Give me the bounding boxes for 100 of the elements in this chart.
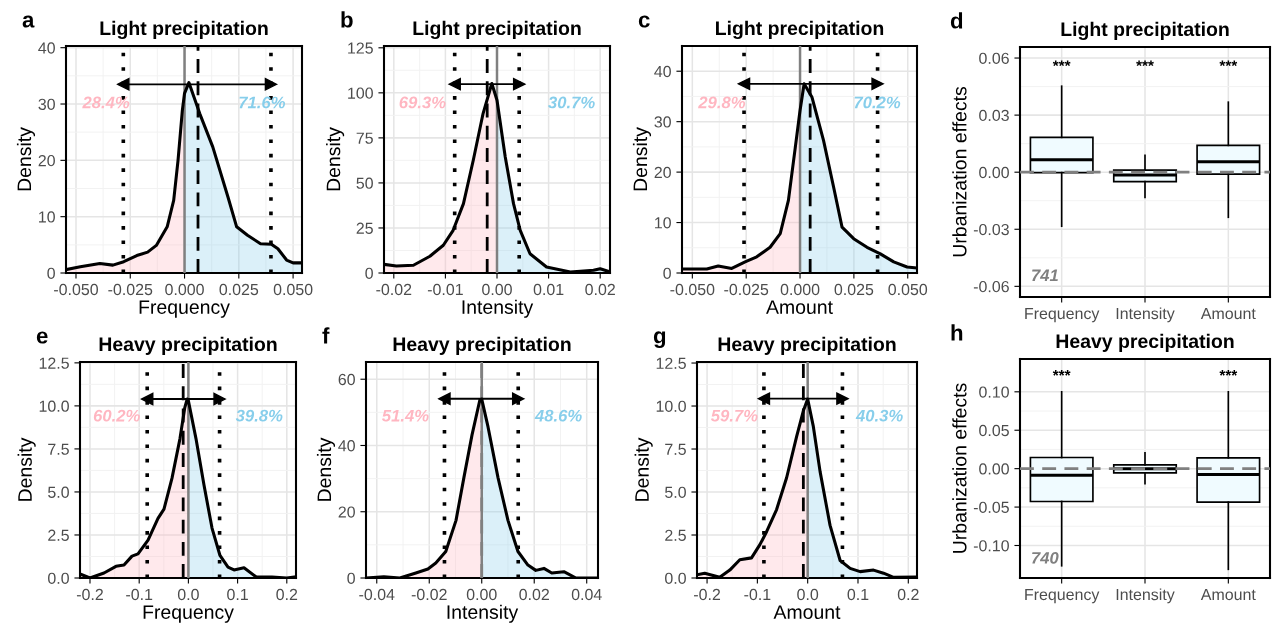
chart-title: Light precipitation bbox=[716, 20, 884, 40]
y-tick-label: 0.05 bbox=[979, 424, 1009, 437]
x-tick-label: Frequency bbox=[1025, 308, 1100, 323]
y-tick-label: -0.03 bbox=[973, 223, 1009, 236]
y-tick-label: 30 bbox=[654, 116, 671, 128]
chart-title: Heavy precipitation bbox=[393, 336, 571, 355]
x-tick-label: 0.050 bbox=[273, 283, 313, 296]
annotation: 70.2% bbox=[854, 96, 901, 109]
y-tick-label: 10.0 bbox=[39, 400, 69, 412]
x-tick-label: Amount bbox=[1200, 589, 1256, 601]
annotation: 40.3% bbox=[855, 409, 903, 422]
y-tick-label: 0.06 bbox=[979, 52, 1009, 64]
text: g bbox=[653, 331, 666, 348]
y-tick-label: 12.5 bbox=[656, 357, 686, 369]
y-tick-label: 40 bbox=[338, 440, 355, 452]
text: a bbox=[22, 15, 35, 28]
y-tick-label: 7.5 bbox=[665, 443, 686, 455]
text: c bbox=[638, 15, 650, 28]
annotation: 740 bbox=[1032, 551, 1059, 564]
y-tick-label: 0 bbox=[365, 267, 373, 279]
y-tick-label: 2.5 bbox=[48, 529, 69, 541]
text: b bbox=[341, 11, 353, 28]
y-tick-label: 20 bbox=[654, 166, 671, 179]
x-tick-label: 0.2 bbox=[276, 588, 298, 601]
y-tick-label: 20 bbox=[38, 154, 55, 167]
x-tick-label: 0.00 bbox=[482, 283, 512, 296]
x-tick-label: 0.04 bbox=[571, 588, 602, 601]
y-tick-label: 0.10 bbox=[979, 386, 1009, 398]
x-tick-label: -0.2 bbox=[76, 588, 103, 601]
x-axis-title: Amount bbox=[773, 605, 841, 619]
y-tick-label: 7.5 bbox=[48, 443, 69, 455]
y-tick-label: -0.05 bbox=[973, 501, 1009, 514]
chart-title: Light precipitation bbox=[100, 20, 268, 40]
y-tick-label: 0 bbox=[347, 572, 355, 584]
chart-title: Light precipitation bbox=[1061, 21, 1229, 41]
x-tick-label: Amount bbox=[1200, 308, 1256, 320]
chart-title: Light precipitation bbox=[413, 20, 581, 40]
y-tick-label: 0.0 bbox=[665, 572, 686, 584]
x-tick-label: 0.050 bbox=[888, 283, 928, 296]
x-tick-label: 0.000 bbox=[780, 283, 820, 296]
y-axis-title: Density bbox=[326, 127, 345, 191]
y-tick-label: 40 bbox=[38, 42, 55, 54]
x-tick-label: 0.0 bbox=[177, 588, 199, 601]
y-axis-title: Urbanization effects bbox=[952, 86, 967, 257]
x-tick-label: 0.02 bbox=[519, 588, 549, 601]
y-tick-label: 60 bbox=[338, 373, 355, 386]
x-tick-label: 0.2 bbox=[897, 588, 919, 601]
y-tick-label: 125 bbox=[348, 42, 373, 54]
y-tick-label: 100 bbox=[348, 87, 373, 99]
x-tick-label: 0.025 bbox=[219, 283, 259, 296]
x-tick-label: -0.025 bbox=[108, 283, 153, 296]
y-tick-label: 5.0 bbox=[48, 486, 69, 498]
annotation: 39.8% bbox=[235, 409, 283, 422]
y-tick-label: 12.5 bbox=[39, 357, 69, 369]
x-tick-label: -0.01 bbox=[427, 283, 463, 296]
y-axis-title: Density bbox=[632, 127, 652, 191]
x-tick-label: -0.050 bbox=[54, 283, 99, 296]
annotation: 741 bbox=[1032, 269, 1058, 282]
x-tick-label: Frequency bbox=[1025, 589, 1100, 604]
annotation: 71.6% bbox=[239, 96, 286, 109]
x-tick-label: 0.025 bbox=[834, 283, 874, 296]
x-tick-label: Intensity bbox=[1116, 588, 1175, 604]
x-tick-label: -0.025 bbox=[724, 283, 769, 296]
text: *** bbox=[1219, 369, 1238, 376]
y-tick-label: 25 bbox=[356, 222, 373, 234]
y-tick-label: 50 bbox=[356, 177, 373, 189]
y-tick-label: 0.03 bbox=[979, 109, 1009, 122]
x-tick-label: -0.02 bbox=[376, 283, 412, 296]
y-tick-label: 0 bbox=[47, 267, 55, 279]
annotation: 30.7% bbox=[548, 96, 595, 109]
y-tick-label: 0.00 bbox=[979, 463, 1009, 475]
chart-title: Heavy precipitation bbox=[99, 336, 277, 355]
x-tick-label: 0.01 bbox=[533, 283, 564, 296]
text: *** bbox=[1052, 369, 1071, 376]
y-tick-label: 2.5 bbox=[665, 529, 686, 541]
x-tick-label: -0.04 bbox=[359, 588, 395, 601]
text: *** bbox=[1052, 60, 1071, 67]
annotation: 59.7% bbox=[710, 409, 758, 422]
y-tick-label: -0.10 bbox=[973, 540, 1009, 552]
annotation: 29.8% bbox=[698, 96, 746, 109]
annotation: 51.4% bbox=[381, 409, 429, 422]
y-axis-title: Density bbox=[634, 437, 653, 501]
x-tick-label: -0.1 bbox=[744, 588, 771, 601]
y-tick-label: 0.00 bbox=[979, 166, 1009, 179]
y-tick-label: 0.0 bbox=[48, 572, 69, 584]
x-axis-title: Intensity bbox=[447, 604, 519, 623]
y-tick-label: 40 bbox=[654, 65, 671, 78]
text: h bbox=[951, 324, 963, 341]
text: e bbox=[36, 331, 48, 344]
x-tick-label: 0.02 bbox=[585, 283, 615, 296]
y-tick-label: 20 bbox=[338, 506, 355, 518]
x-tick-label: 0.1 bbox=[847, 588, 869, 601]
x-tick-label: -0.050 bbox=[670, 283, 715, 296]
y-axis-title: Density bbox=[316, 437, 336, 501]
annotation: 69.3% bbox=[399, 96, 446, 109]
y-tick-label: 75 bbox=[356, 132, 373, 144]
text: *** bbox=[1219, 60, 1238, 67]
y-tick-label: -0.06 bbox=[973, 280, 1009, 293]
chart-title: Heavy precipitation bbox=[1056, 333, 1234, 352]
y-axis-title: Density bbox=[17, 437, 36, 501]
